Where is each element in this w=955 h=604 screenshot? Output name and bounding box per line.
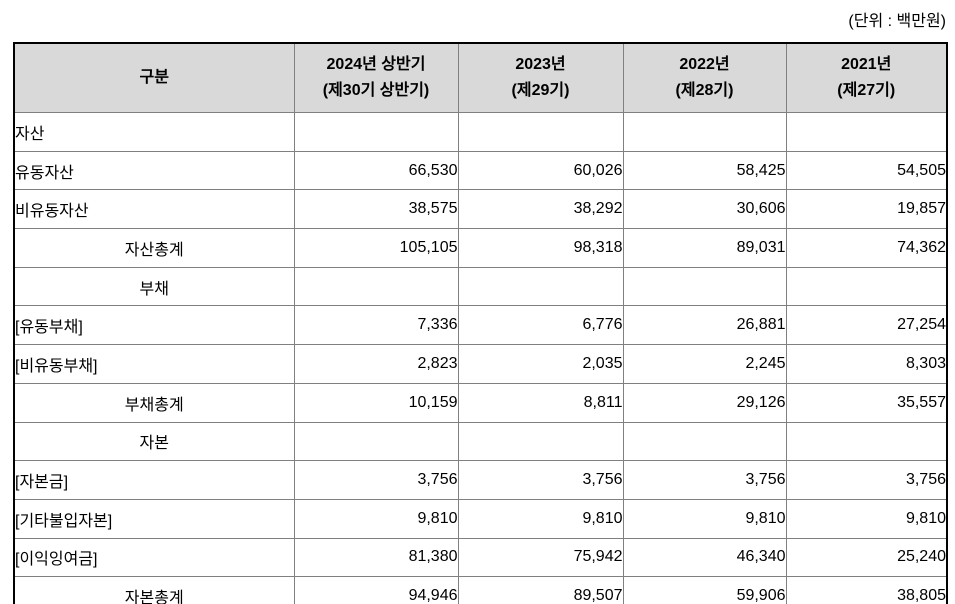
cell-value: 58,425 [622, 150, 787, 191]
row-label: 유동자산 [13, 150, 295, 191]
row-label: [이익잉여금] [13, 537, 295, 578]
cell-value: 3,756 [785, 460, 948, 500]
period-label-line2: (제27기) [837, 82, 896, 99]
period-label-line1: 2021년 [841, 56, 892, 73]
period-label-line2: (제28기) [675, 82, 734, 99]
table-row-other-paid-in-capital: [기타불입자본] 9,810 9,810 9,810 9,810 [13, 498, 948, 539]
cell-value: 46,340 [622, 537, 787, 578]
cell-value: 9,810 [785, 498, 948, 539]
cell-value: 8,303 [785, 344, 948, 384]
table-row-current-assets: 유동자산 66,530 60,026 58,425 54,505 [13, 150, 948, 191]
cell-value: 3,756 [622, 460, 787, 500]
cell-value: 10,159 [293, 382, 459, 423]
row-label: [자본금] [13, 460, 295, 500]
cell-value: 25,240 [785, 537, 948, 578]
cell-value: 29,126 [622, 382, 787, 423]
column-header-category: 구분 [13, 42, 295, 113]
cell-value: 3,756 [457, 460, 624, 500]
cell-value: 89,031 [622, 228, 787, 268]
row-label: 자산 [13, 112, 295, 152]
cell-value [785, 421, 948, 462]
table-row-current-liabilities: [유동부채] 7,336 6,776 26,881 27,254 [13, 305, 948, 346]
period-label-line1: 2022년 [679, 56, 730, 73]
cell-value: 2,035 [457, 344, 624, 384]
table-row-total-liabilities: 부채총계 10,159 8,811 29,126 35,557 [13, 382, 948, 423]
cell-value [457, 266, 624, 307]
column-header-category-label: 구분 [139, 69, 169, 86]
row-label: 부채 [13, 266, 295, 307]
cell-value: 94,946 [293, 576, 459, 604]
table-row-noncurrent-assets: 비유동자산 38,575 38,292 30,606 19,857 [13, 189, 948, 230]
row-label: [기타불입자본] [13, 498, 295, 539]
table-body: 자산 유동자산 66,530 60,026 58,425 54,505 비유동자… [13, 112, 948, 604]
cell-value: 6,776 [457, 305, 624, 346]
cell-value: 38,805 [785, 576, 948, 604]
financial-summary-table: 구분 2024년 상반기 (제30기 상반기) 2023년 (제29기) 202… [13, 42, 948, 604]
column-header-2023: 2023년 (제29기) [457, 42, 624, 113]
table-row-assets: 자산 [13, 112, 948, 152]
column-header-2022: 2022년 (제28기) [622, 42, 787, 113]
cell-value: 54,505 [785, 150, 948, 191]
cell-value: 30,606 [622, 189, 787, 230]
cell-value: 89,507 [457, 576, 624, 604]
cell-value: 3,756 [293, 460, 459, 500]
cell-value: 8,811 [457, 382, 624, 423]
table-row-total-assets: 자산총계 105,105 98,318 89,031 74,362 [13, 228, 948, 268]
cell-value: 75,942 [457, 537, 624, 578]
table-row-equity: 자본 [13, 421, 948, 462]
table-row-noncurrent-liabilities: [비유동부채] 2,823 2,035 2,245 8,303 [13, 344, 948, 384]
table-header: 구분 2024년 상반기 (제30기 상반기) 2023년 (제29기) 202… [13, 42, 948, 113]
cell-value: 7,336 [293, 305, 459, 346]
unit-label: (단위 : 백만원) [848, 13, 946, 30]
cell-value [785, 112, 948, 152]
cell-value [785, 266, 948, 307]
period-label-line2: (제29기) [511, 82, 570, 99]
cell-value: 9,810 [622, 498, 787, 539]
row-label: 자본총계 [13, 576, 295, 604]
cell-value [293, 421, 459, 462]
cell-value: 59,906 [622, 576, 787, 604]
cell-value: 26,881 [622, 305, 787, 346]
row-label: [비유동부채] [13, 344, 295, 384]
table-row-retained-earnings: [이익잉여금] 81,380 75,942 46,340 25,240 [13, 537, 948, 578]
table-row-liabilities: 부채 [13, 266, 948, 307]
cell-value [622, 112, 787, 152]
cell-value [457, 112, 624, 152]
cell-value: 9,810 [293, 498, 459, 539]
row-label: 비유동자산 [13, 189, 295, 230]
cell-value: 19,857 [785, 189, 948, 230]
cell-value: 98,318 [457, 228, 624, 268]
table-row-capital-stock: [자본금] 3,756 3,756 3,756 3,756 [13, 460, 948, 500]
row-label: [유동부채] [13, 305, 295, 346]
header-row: 구분 2024년 상반기 (제30기 상반기) 2023년 (제29기) 202… [13, 42, 948, 113]
row-label: 자산총계 [13, 228, 295, 268]
cell-value: 60,026 [457, 150, 624, 191]
cell-value [293, 266, 459, 307]
cell-value [622, 421, 787, 462]
cell-value: 38,575 [293, 189, 459, 230]
cell-value: 81,380 [293, 537, 459, 578]
period-label-line1: 2023년 [515, 56, 566, 73]
row-label: 부채총계 [13, 382, 295, 423]
cell-value: 2,823 [293, 344, 459, 384]
column-header-2021: 2021년 (제27기) [785, 42, 948, 113]
cell-value [457, 421, 624, 462]
period-label-line1: 2024년 상반기 [326, 56, 426, 73]
cell-value [293, 112, 459, 152]
cell-value: 9,810 [457, 498, 624, 539]
cell-value: 105,105 [293, 228, 459, 268]
cell-value: 2,245 [622, 344, 787, 384]
row-label: 자본 [13, 421, 295, 462]
period-label-line2: (제30기 상반기) [322, 82, 430, 99]
cell-value: 74,362 [785, 228, 948, 268]
cell-value [622, 266, 787, 307]
column-header-2024h1: 2024년 상반기 (제30기 상반기) [293, 42, 459, 113]
cell-value: 66,530 [293, 150, 459, 191]
cell-value: 27,254 [785, 305, 948, 346]
table-row-total-equity: 자본총계 94,946 89,507 59,906 38,805 [13, 576, 948, 604]
cell-value: 35,557 [785, 382, 948, 423]
cell-value: 38,292 [457, 189, 624, 230]
